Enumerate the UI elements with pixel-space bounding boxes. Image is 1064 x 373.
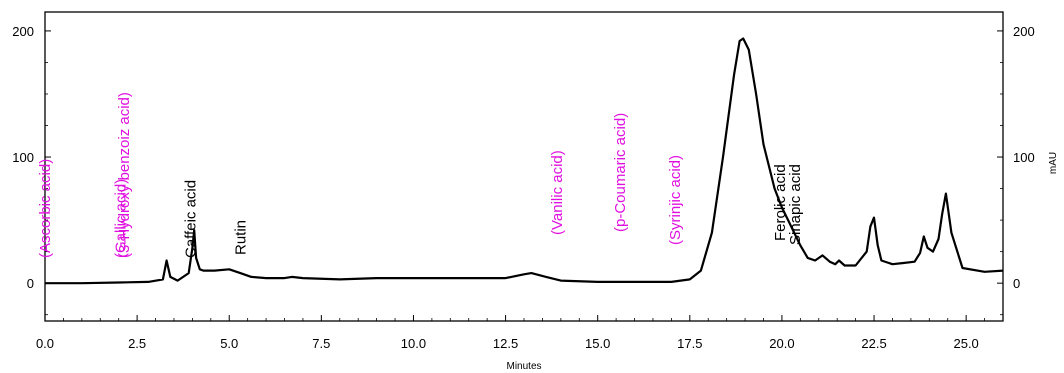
chromatogram-trace — [45, 37, 1004, 285]
y2-tick-label: 100 — [1013, 150, 1035, 165]
x-tick-label: 10.0 — [401, 336, 426, 351]
x-tick-label: 22.5 — [861, 336, 886, 351]
y-tick-label: 0 — [27, 276, 34, 291]
y-axis-right: 0 100 200 — [997, 24, 1035, 316]
peak-label: (Syrinjic acid) — [667, 155, 684, 245]
x-tick-label: 0.0 — [36, 336, 54, 351]
peak-annotations: (Ascorbic acid) (Gallic acid)(3-Hydroxy b… — [37, 92, 804, 258]
x-axis-title: Minutes — [506, 361, 541, 372]
peak-label: Caffeic acid — [183, 180, 200, 258]
y-tick-label: 200 — [12, 24, 34, 39]
peak-label: Sinapic acid — [787, 164, 804, 245]
peak-label: (Ascorbic acid) — [37, 159, 54, 258]
y-axis-left: 0 100 200 — [12, 24, 51, 316]
x-tick-label: 20.0 — [769, 336, 794, 351]
y2-tick-label: 0 — [1013, 276, 1020, 291]
x-tick-label: 2.5 — [128, 336, 146, 351]
peak-label: Ferolic acid — [772, 164, 789, 241]
x-tick-label: 15.0 — [585, 336, 610, 351]
x-tick-label: 12.5 — [493, 336, 518, 351]
x-tick-label: 5.0 — [220, 336, 238, 351]
x-tick-label: 17.5 — [677, 336, 702, 351]
y-tick-label: 100 — [12, 150, 34, 165]
x-tick-label: 25.0 — [953, 336, 978, 351]
peak-label: Rutin — [232, 220, 249, 255]
x-axis: 0.0 2.5 5.0 7.5 10.0 12.5 15.0 17.5 20.0 22.5 25.0 — [36, 315, 985, 351]
peak-label: (Vanilic acid) — [549, 150, 566, 235]
y2-axis-title: mAU — [1048, 152, 1059, 174]
peak-label: (p-Coumaric acid) — [612, 113, 629, 232]
peak-label: (3-Hydroxy benzoiz acid) — [116, 92, 133, 258]
x-tick-label: 7.5 — [312, 336, 330, 351]
peak-label: (Gallic acid) — [113, 179, 130, 258]
y2-tick-label: 200 — [1013, 24, 1035, 39]
